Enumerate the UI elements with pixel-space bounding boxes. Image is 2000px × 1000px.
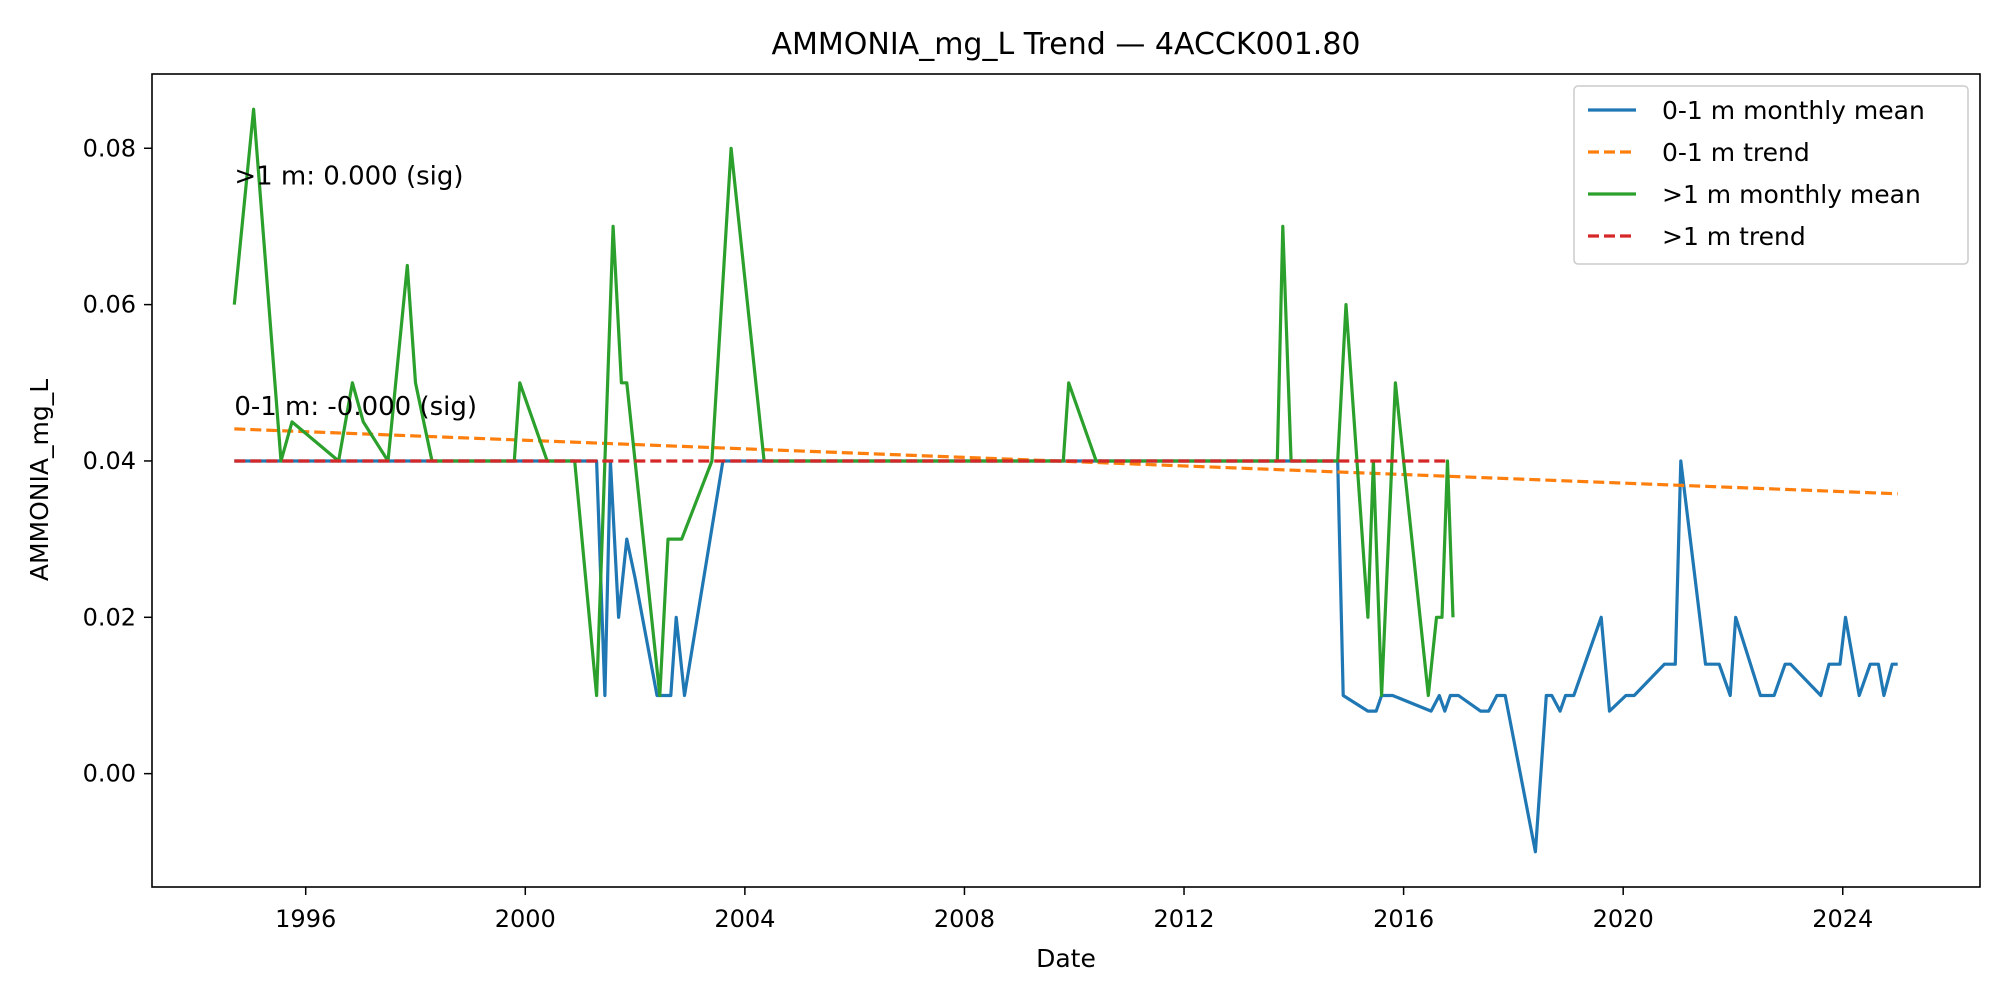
x-tick-label: 1996	[275, 905, 336, 933]
plot-frame	[151, 73, 1981, 888]
legend-label: 0-1 m monthly mean	[1662, 96, 1925, 125]
x-tick-label: 2008	[934, 905, 995, 933]
y-tick-label: 0.00	[83, 760, 136, 788]
chart-title: AMMONIA_mg_L Trend — 4ACCK001.80	[771, 27, 1360, 62]
x-tick-label: 2004	[714, 905, 775, 933]
y-tick-label: 0.06	[83, 291, 136, 319]
y-axis-label: AMMONIA_mg_L	[25, 379, 54, 581]
x-axis: 1996 2000 2004 2008 2012 2016 2020 2024	[275, 887, 1873, 933]
legend-label: >1 m monthly mean	[1662, 180, 1921, 209]
x-tick-label: 2024	[1812, 905, 1873, 933]
x-tick-label: 2016	[1373, 905, 1434, 933]
x-axis-label: Date	[1036, 944, 1096, 973]
x-tick-label: 2012	[1153, 905, 1214, 933]
y-tick-label: 0.04	[83, 447, 136, 475]
legend-box	[1573, 85, 1969, 265]
series-line-0	[234, 459, 1898, 854]
y-axis: 0.00 0.02 0.04 0.06 0.08	[83, 134, 152, 788]
series-line-2	[232, 107, 1455, 698]
legend-label: 0-1 m trend	[1662, 138, 1810, 167]
annotation-0: >1 m: 0.000 (sig)	[234, 162, 463, 192]
y-tick-label: 0.02	[83, 603, 136, 631]
series-line-1	[234, 427, 1898, 496]
y-tick-label: 0.08	[83, 134, 136, 162]
annotation-1: 0-1 m: -0.000 (sig)	[234, 392, 477, 422]
legend-label: >1 m trend	[1662, 222, 1806, 251]
x-tick-label: 2020	[1593, 905, 1654, 933]
annotations: >1 m: 0.000 (sig) 0-1 m: -0.000 (sig)	[234, 162, 477, 423]
plot-lines	[232, 107, 1898, 854]
x-tick-label: 2000	[495, 905, 556, 933]
legend: 0-1 m monthly mean 0-1 m trend >1 m monthl…	[1573, 85, 1969, 265]
